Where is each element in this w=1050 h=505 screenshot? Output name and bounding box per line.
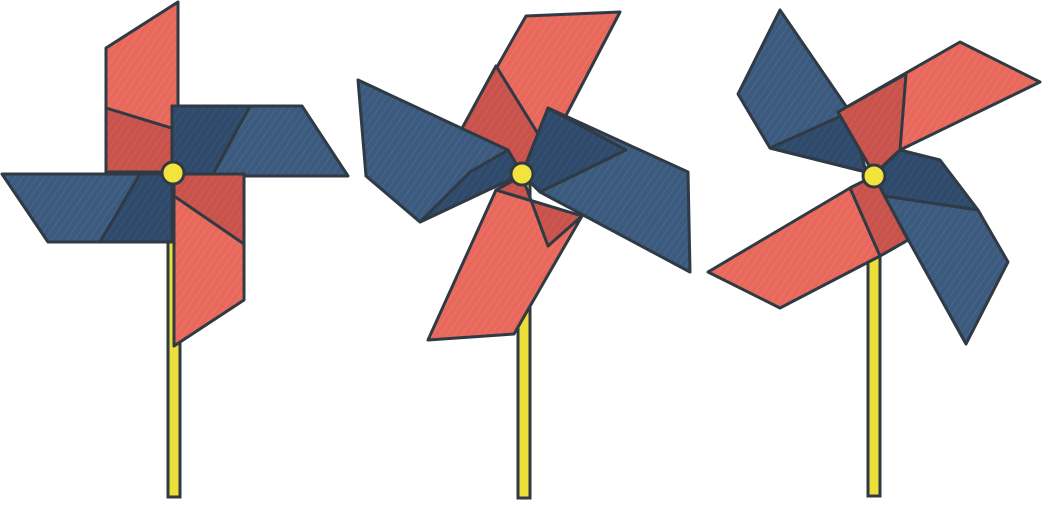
pinwheel-middle <box>356 10 692 500</box>
blue-blade-right <box>170 104 350 178</box>
hub-middle <box>509 161 535 187</box>
red-blade-top-right <box>836 40 1042 176</box>
pinwheel-left <box>0 0 350 499</box>
blue-blade-left <box>0 172 174 244</box>
pinwheel-right <box>706 8 1042 498</box>
blue-blade-left <box>356 78 524 224</box>
hub-right <box>861 163 887 189</box>
hub-left <box>160 160 186 186</box>
blue-blade-top-left <box>736 8 868 174</box>
blue-blade-right <box>520 106 692 274</box>
red-blade-top <box>104 0 180 174</box>
red-blade-bottom <box>172 172 246 348</box>
red-blade-bottom <box>426 174 584 342</box>
